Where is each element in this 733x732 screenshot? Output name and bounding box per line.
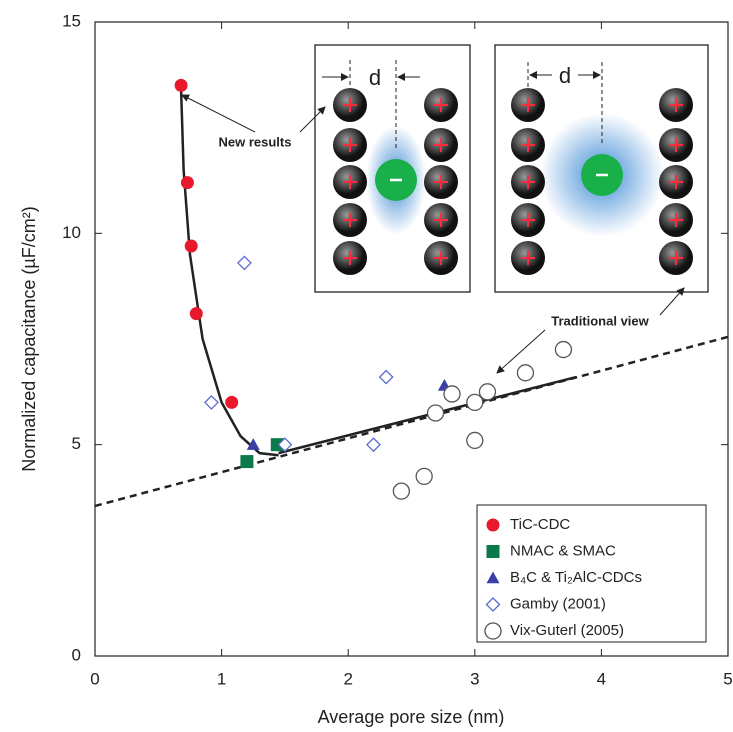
x-tick-label: 1 [217, 669, 226, 688]
legend-label: Gamby (2001) [510, 595, 606, 612]
plus-sign [434, 251, 448, 265]
legend-marker [484, 622, 502, 640]
legend-marker [486, 545, 500, 558]
point [478, 383, 497, 401]
plus-sign [669, 98, 683, 112]
arrow [659, 287, 685, 316]
y-tick-label: 0 [72, 645, 81, 664]
plus-sign [343, 138, 357, 152]
point [366, 437, 381, 453]
y-axis-label: Normalized capacitance (µF/cm²) [19, 206, 39, 471]
point [466, 431, 484, 450]
legend-label: TiC-CDC [510, 516, 570, 533]
plus-sign [669, 175, 683, 189]
point [426, 404, 445, 422]
x-tick-label: 4 [597, 669, 606, 688]
arrow [299, 106, 326, 133]
legend-marker [486, 518, 500, 532]
plot-frame [94, 21, 729, 657]
point [378, 369, 394, 385]
legend-label: NMAC & SMAC [510, 542, 616, 559]
plus-sign [343, 175, 357, 189]
legend-marker [486, 571, 500, 584]
point [174, 78, 188, 92]
insets [181, 44, 709, 374]
point [392, 482, 411, 500]
plus-sign [521, 138, 535, 152]
point [236, 255, 252, 271]
arrow [496, 329, 546, 374]
point [516, 364, 535, 382]
plus-sign [669, 251, 683, 265]
plus-sign [521, 175, 535, 189]
plus-sign [521, 98, 535, 112]
plus-sign [521, 213, 535, 227]
plus-sign [343, 98, 357, 112]
legend-label: B₄C & Ti₂AlC-CDCs [510, 569, 642, 586]
plus-sign [521, 251, 535, 265]
point [443, 385, 461, 403]
point [554, 340, 573, 359]
plus-sign [434, 98, 448, 112]
legend-marker [485, 597, 501, 612]
point [204, 394, 219, 410]
point [415, 467, 433, 486]
plus-sign [434, 138, 448, 152]
annotation: New results [219, 134, 292, 149]
plus-sign [669, 213, 683, 227]
point [246, 438, 260, 450]
point [180, 176, 194, 190]
arrow [181, 94, 256, 133]
point [466, 393, 484, 412]
point [240, 455, 254, 469]
legend [476, 504, 707, 643]
plus-sign [669, 138, 683, 152]
annotation: Traditional view [551, 313, 649, 328]
point [277, 437, 293, 453]
x-tick-label: 3 [470, 669, 479, 688]
y-tick-label: 5 [72, 434, 81, 453]
point [189, 307, 203, 321]
point [270, 438, 284, 452]
plus-sign [434, 213, 448, 227]
y-tick-label: 10 [62, 223, 81, 242]
y-tick-label: 15 [62, 11, 81, 30]
x-tick-label: 5 [723, 669, 732, 688]
plus-sign [343, 251, 357, 265]
point [225, 395, 239, 409]
plus-sign [343, 213, 357, 227]
fit-line [94, 335, 729, 508]
distance-label: d [369, 65, 381, 90]
plus-sign [434, 175, 448, 189]
legend-label: Vix-Guterl (2005) [510, 622, 624, 639]
x-tick-label: 2 [343, 669, 352, 688]
x-tick-label: 0 [90, 669, 99, 688]
distance-label: d [559, 63, 571, 88]
point [184, 239, 198, 253]
x-axis-label: Average pore size (nm) [318, 707, 505, 727]
